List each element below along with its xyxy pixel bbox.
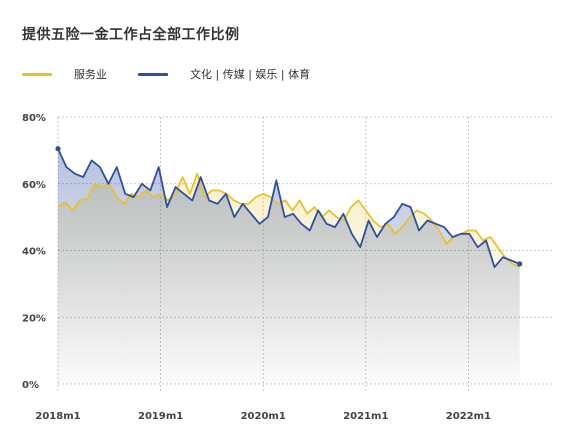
x-tick-label: 2022m1 xyxy=(446,411,491,422)
chart-legend: 服务业 文化 | 传媒 | 娱乐 | 体育 xyxy=(22,66,562,82)
y-tick-label: 40% xyxy=(22,247,46,258)
y-tick-label: 0% xyxy=(22,380,39,391)
series-line-culture xyxy=(57,148,521,269)
line-layer xyxy=(55,146,523,269)
tick-layer: 0% 20% 40% 60% 80% 2018m1 2019m1 2020m1 2021m1 20… xyxy=(22,113,491,422)
legend-item-culture: 文化 | 传媒 | 娱乐 | 体育 xyxy=(138,66,310,82)
x-tick-label: 2018m1 xyxy=(35,411,80,422)
area-layer xyxy=(58,148,520,384)
y-tick-label: 80% xyxy=(22,113,46,124)
legend-swatch-culture xyxy=(138,72,168,76)
x-tick-label: 2021m1 xyxy=(343,411,388,422)
area-fill-culture xyxy=(58,148,520,384)
legend-item-services: 服务业 xyxy=(22,66,107,82)
series-start-point xyxy=(55,146,61,152)
x-tick-label: 2020m1 xyxy=(241,411,286,422)
chart-title: 提供五险一金工作占全部工作比例 xyxy=(22,27,240,43)
legend-label-services: 服务业 xyxy=(74,68,107,81)
y-tick-label: 20% xyxy=(22,313,46,324)
series-end-point xyxy=(517,261,523,267)
legend-label-culture: 文化 | 传媒 | 娱乐 | 体育 xyxy=(190,68,311,81)
y-tick-label: 60% xyxy=(22,180,46,191)
legend-swatch-services xyxy=(22,72,52,76)
x-tick-label: 2019m1 xyxy=(138,411,183,422)
